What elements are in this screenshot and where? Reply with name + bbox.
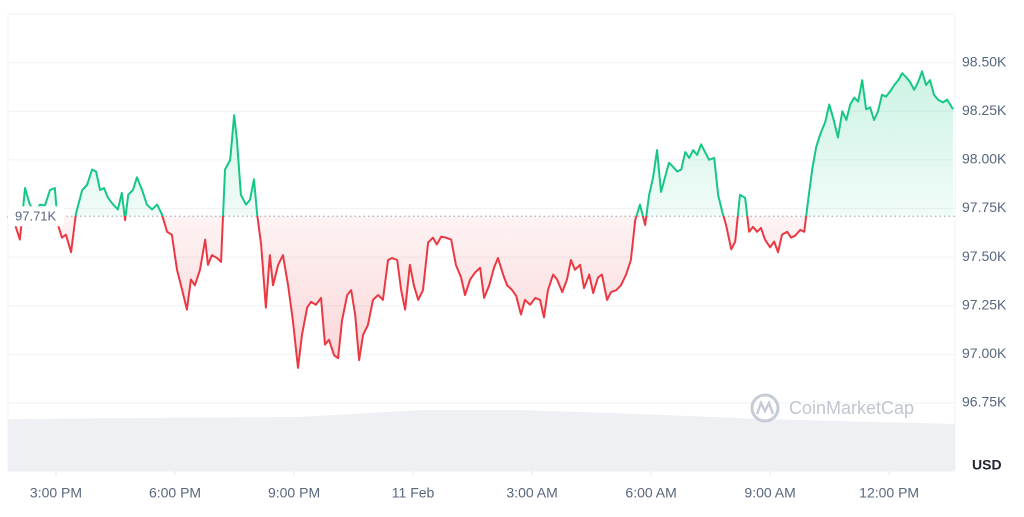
y-tick-label: 98.50K [962,53,1007,69]
y-tick-label: 97.00K [962,345,1007,361]
x-tick-label: 3:00 AM [506,485,557,501]
unit-label: USD [972,457,1002,473]
volume-band [8,410,955,471]
area [8,71,954,368]
x-tick-label: 11 Feb [392,485,435,501]
x-tick-label: 12:00 PM [859,485,919,501]
x-tick-label: 6:00 AM [625,485,676,501]
x-tick-label: 9:00 AM [744,485,795,501]
x-tick-label: 9:00 PM [268,485,320,501]
baseline-label-box [8,206,64,227]
watermark-text: CoinMarketCap [789,398,914,418]
grid [8,62,955,475]
y-tick-label: 98.00K [962,151,1007,167]
y-tick-label: 96.75K [962,394,1007,410]
y-tick-label: 97.25K [962,296,1007,312]
watermark-logo-mark [755,399,775,415]
y-tick-label: 97.75K [962,199,1007,215]
y-tick-label: 97.50K [962,248,1007,264]
baseline-label: 97.71K [15,209,57,224]
watermark-logo [750,393,780,423]
watermark: CoinMarketCap [750,393,914,423]
y-tick-label: 98.25K [962,102,1007,118]
x-tick-label: 6:00 PM [149,485,201,501]
plot: 97.71K [7,70,955,369]
x-tick-label: 3:00 PM [30,485,82,501]
price-line [7,70,954,369]
